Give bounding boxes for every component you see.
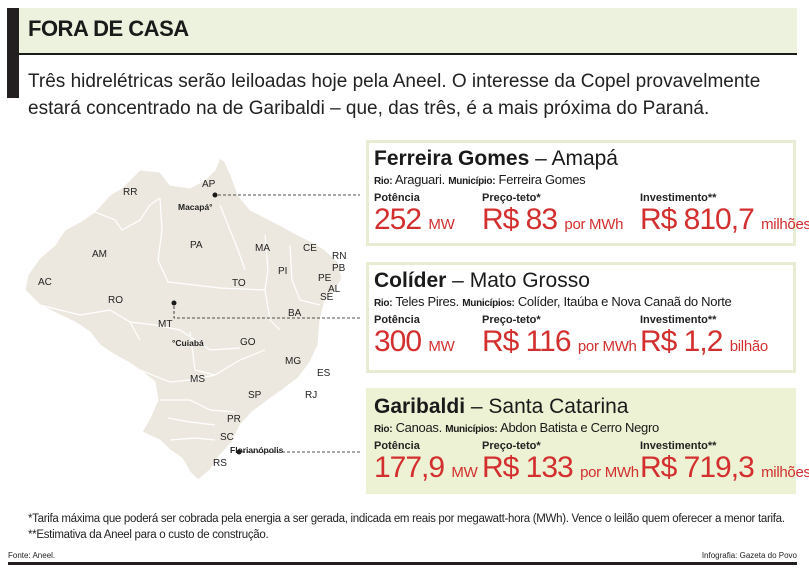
price-stat: Preço-teto* R$ 116 por MWh — [482, 314, 637, 358]
plant-location: Rio: Araguari. Município: Ferreira Gomes — [374, 172, 586, 187]
page-title: FORA DE CASA — [28, 16, 189, 41]
plant-card-ferreira-gomes: Ferreira Gomes – Amapá Rio: Araguari. Mu… — [366, 140, 809, 246]
investment-stat: Investimento** R$ 1,2 bilhão — [640, 314, 768, 358]
state-label-mt: MT — [158, 319, 172, 330]
state-label-mg: MG — [285, 356, 301, 367]
city-label-cuiaba: °Cuiabá — [172, 338, 204, 348]
state-label-rn: RN — [332, 251, 346, 262]
price-stat: Preço-teto* R$ 83 por MWh — [482, 192, 624, 236]
investment-stat: Investimento** R$ 810,7 milhões — [640, 192, 809, 236]
plant-title: Garibaldi – Santa Catarina — [374, 395, 629, 418]
state-label-al: AL — [328, 284, 341, 295]
state-label-rs: RS — [213, 458, 227, 469]
plant-card-colider: Colíder – Mato Grosso Rio: Teles Pires. … — [366, 262, 796, 373]
side-accent-bar — [7, 8, 19, 98]
investment-stat: Investimento** R$ 719,3 milhões — [640, 440, 809, 484]
state-label-rj: RJ — [305, 390, 317, 401]
power-stat: Potência 177,9 MW — [374, 440, 478, 484]
state-label-sc: SC — [220, 432, 234, 443]
marker-colider — [171, 300, 177, 306]
state-label-pi: PI — [278, 266, 287, 277]
power-stat: Potência 252 MW — [374, 192, 455, 236]
price-stat: Preço-teto* R$ 133 por MWh — [482, 440, 639, 484]
state-label-pa: PA — [190, 240, 203, 251]
state-label-ce: CE — [303, 243, 317, 254]
connector-colider — [173, 306, 360, 319]
state-label-pb: PB — [332, 263, 346, 274]
state-label-se: SE — [320, 292, 334, 303]
header-bar — [8, 8, 797, 55]
marker-garibaldi — [236, 449, 242, 455]
power-stat: Potência 300 MW — [374, 314, 455, 358]
state-label-ap: AP — [202, 179, 216, 190]
state-label-sp: SP — [248, 390, 262, 401]
city-label-florianopolis: Florianópolis — [230, 445, 284, 455]
infographic-credit: Infografia: Gazeta do Povo — [701, 551, 797, 560]
bottom-rule — [8, 562, 797, 565]
plant-title: Ferreira Gomes – Amapá — [374, 147, 618, 170]
plant-card-garibaldi: Garibaldi – Santa Catarina Rio: Canoas. … — [366, 388, 809, 494]
state-label-pe: PE — [318, 273, 332, 284]
state-label-rr: RR — [123, 187, 137, 198]
state-label-ba: BA — [288, 308, 302, 319]
plant-location: Rio: Canoas. Municípios: Abdon Batista e… — [374, 420, 659, 435]
intro-text: Três hidrelétricas serão leiloadas hoje … — [28, 71, 761, 119]
state-label-to: TO — [232, 278, 246, 289]
state-label-ma: MA — [255, 243, 270, 254]
source-credit: Fonte: Aneel. — [8, 551, 56, 560]
state-label-am: AM — [92, 249, 107, 260]
state-label-ac: AC — [38, 277, 52, 288]
state-label-pr: PR — [227, 414, 241, 425]
state-label-ms: MS — [190, 374, 205, 385]
brazil-map: RR AP AM PA MA CE RN PB PI PE AL SE AC R… — [24, 157, 360, 481]
state-label-go: GO — [240, 337, 256, 348]
plant-location: Rio: Teles Pires. Municípios: Colíder, I… — [374, 294, 732, 309]
footnote: *Tarifa máxima que poderá ser cobrada pe… — [28, 513, 785, 541]
marker-ferreira-gomes — [212, 192, 218, 198]
brazil-shape — [24, 157, 343, 481]
state-label-ro: RO — [108, 295, 123, 306]
plant-title: Colíder – Mato Grosso — [374, 269, 590, 292]
city-label-macapa: Macapá° — [178, 202, 213, 212]
state-label-es: ES — [317, 368, 331, 379]
